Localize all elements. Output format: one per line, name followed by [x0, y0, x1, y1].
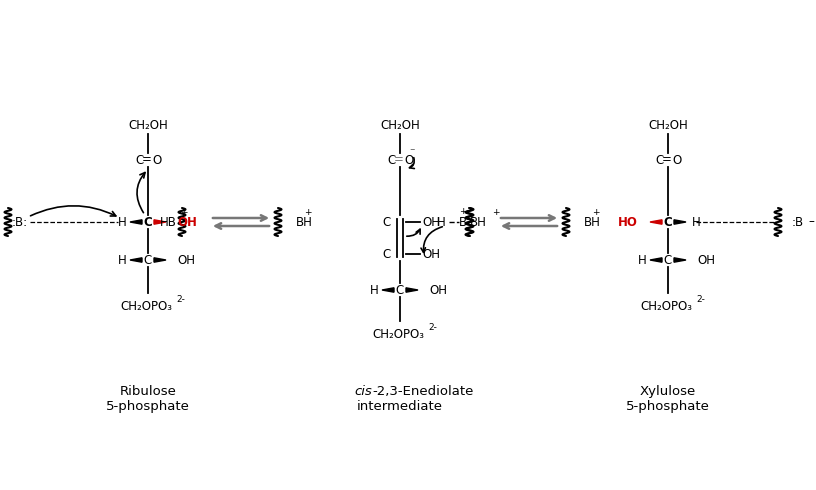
Text: BH: BH: [470, 216, 487, 228]
Text: –: –: [808, 216, 814, 228]
Text: CH₂OPO₃: CH₂OPO₃: [120, 300, 172, 313]
Text: :B:: :B:: [12, 216, 28, 228]
Text: C: C: [383, 216, 391, 228]
FancyArrowPatch shape: [406, 229, 420, 236]
Text: +: +: [492, 207, 499, 217]
Polygon shape: [130, 220, 142, 224]
FancyArrowPatch shape: [410, 158, 415, 169]
Text: =: =: [662, 153, 672, 167]
Text: +: +: [304, 207, 312, 217]
Polygon shape: [406, 288, 418, 292]
Text: =: =: [142, 153, 152, 167]
Text: C: C: [135, 153, 144, 167]
Polygon shape: [130, 258, 142, 262]
Text: CH₂OH: CH₂OH: [128, 119, 168, 132]
Text: C: C: [383, 247, 391, 261]
Text: 2-: 2-: [176, 295, 185, 304]
Text: B: B: [459, 216, 467, 228]
Text: H: H: [118, 216, 126, 228]
Text: CH₂OPO₃: CH₂OPO₃: [640, 300, 692, 313]
Text: C: C: [144, 216, 153, 228]
Text: Xylulose: Xylulose: [640, 385, 696, 398]
Text: C: C: [144, 253, 152, 267]
FancyArrowPatch shape: [421, 227, 442, 252]
Polygon shape: [674, 258, 686, 262]
Text: Ribulose: Ribulose: [120, 385, 176, 398]
Text: H: H: [118, 253, 126, 267]
Text: OH: OH: [177, 216, 197, 228]
Text: +: +: [459, 206, 467, 216]
Polygon shape: [650, 220, 662, 224]
Text: 5-phosphate: 5-phosphate: [626, 400, 710, 413]
Text: :B: :B: [792, 216, 804, 228]
Text: intermediate: intermediate: [357, 400, 443, 413]
Text: 5-phosphate: 5-phosphate: [106, 400, 190, 413]
Text: HO: HO: [619, 216, 638, 228]
Polygon shape: [674, 220, 686, 224]
Text: 2-: 2-: [696, 295, 705, 304]
Polygon shape: [154, 258, 166, 262]
Text: CH₂OH: CH₂OH: [380, 119, 420, 132]
Text: -2,3-Enediolate: -2,3-Enediolate: [372, 385, 473, 398]
Text: OH: OH: [422, 216, 440, 228]
Text: C: C: [388, 153, 396, 167]
Text: OH: OH: [697, 253, 715, 267]
Text: H: H: [637, 253, 646, 267]
Polygon shape: [650, 258, 662, 262]
Text: =: =: [394, 153, 404, 167]
Text: OH: OH: [177, 253, 195, 267]
Text: H: H: [437, 216, 446, 228]
Text: O: O: [404, 153, 413, 167]
Text: ⁻: ⁻: [410, 147, 415, 157]
Text: C: C: [656, 153, 664, 167]
Text: CH₂OPO₃: CH₂OPO₃: [372, 328, 424, 341]
Text: OH: OH: [429, 284, 447, 296]
Text: BH: BH: [296, 216, 313, 228]
Text: BH: BH: [584, 216, 601, 228]
Text: cis: cis: [354, 385, 372, 398]
Text: CH₂OH: CH₂OH: [648, 119, 688, 132]
Text: H: H: [692, 216, 701, 228]
Text: H: H: [370, 284, 379, 296]
Polygon shape: [382, 288, 394, 292]
Text: 2-: 2-: [428, 323, 437, 332]
FancyArrowPatch shape: [30, 206, 116, 216]
Text: +: +: [592, 207, 600, 217]
Polygon shape: [154, 220, 166, 224]
Text: O: O: [152, 153, 162, 167]
Text: C: C: [664, 253, 672, 267]
Text: HB: HB: [160, 216, 177, 228]
Text: C: C: [663, 216, 672, 228]
Text: +: +: [180, 207, 188, 217]
FancyArrowPatch shape: [137, 172, 145, 213]
Text: O: O: [672, 153, 681, 167]
Text: C: C: [396, 284, 404, 296]
Text: OH: OH: [422, 247, 440, 261]
